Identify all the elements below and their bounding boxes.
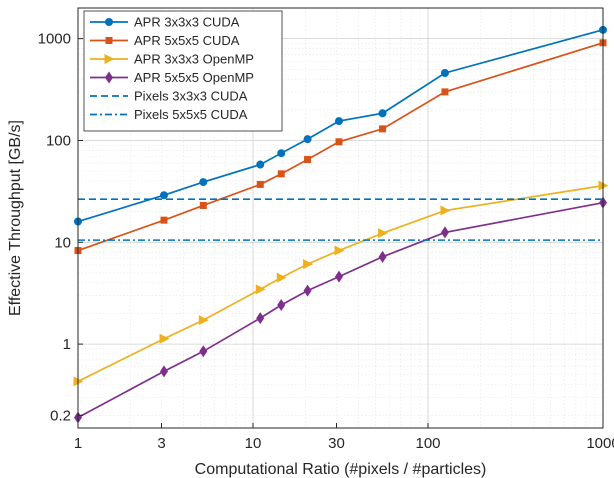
data-point xyxy=(304,156,312,164)
legend-label: APR 5x5x5 OpenMP xyxy=(134,70,254,85)
data-point xyxy=(378,250,387,263)
legend-item: APR 3x3x3 OpenMP xyxy=(90,52,254,67)
x-tick-label: 1000 xyxy=(586,435,614,452)
data-point xyxy=(256,312,265,325)
y-tick-label: 1000 xyxy=(38,31,71,48)
data-point xyxy=(378,228,389,239)
y-tick-label: 0.2 xyxy=(50,407,71,424)
x-tick-label: 10 xyxy=(245,435,262,452)
y-tick-label: 100 xyxy=(46,132,71,149)
data-point xyxy=(303,259,314,270)
data-point xyxy=(440,226,449,239)
series-apr-5x5x5-openmp xyxy=(74,196,607,424)
y-tick-label: 10 xyxy=(54,234,71,251)
data-point xyxy=(440,205,451,216)
data-point xyxy=(160,216,168,224)
data-point xyxy=(256,180,264,188)
data-point xyxy=(277,170,285,178)
data-point xyxy=(277,299,286,312)
x-tick-label: 100 xyxy=(415,435,440,452)
plot-frame xyxy=(77,7,604,429)
data-point xyxy=(303,135,312,144)
data-point xyxy=(159,365,168,378)
legend-item: APR 5x5x5 OpenMP xyxy=(90,70,254,85)
series-line xyxy=(77,184,604,383)
legend-item: Pixels 3x3x3 CUDA xyxy=(90,89,248,104)
x-tick-label: 1 xyxy=(74,435,82,452)
data-point xyxy=(378,109,387,118)
legend-label: Pixels 5x5x5 CUDA xyxy=(134,107,248,122)
data-point xyxy=(199,178,208,187)
data-point xyxy=(198,315,209,326)
data-point xyxy=(255,284,266,295)
legend-label: Pixels 3x3x3 CUDA xyxy=(134,89,248,104)
legend-label: APR 5x5x5 CUDA xyxy=(134,33,240,48)
x-tick-label: 30 xyxy=(328,435,345,452)
series-line xyxy=(77,201,604,419)
series-layer xyxy=(73,25,609,424)
data-point xyxy=(276,272,287,283)
legend-swatch-marker xyxy=(104,54,115,64)
data-point xyxy=(199,201,207,209)
legend-item: Pixels 5x5x5 CUDA xyxy=(90,107,248,122)
data-point xyxy=(440,68,449,77)
data-point xyxy=(335,138,343,146)
series-apr-3x3x3-openmp xyxy=(73,180,609,387)
x-axis-label: Computational Ratio (#pixels / #particle… xyxy=(195,461,487,478)
legend-swatch-marker xyxy=(105,37,113,44)
legend-item: APR 5x5x5 CUDA xyxy=(90,33,240,48)
series-apr-3x3x3-cuda xyxy=(74,25,607,226)
series-line xyxy=(77,29,604,223)
legend-swatch-marker xyxy=(105,71,113,84)
legend-label: APR 3x3x3 OpenMP xyxy=(134,52,254,67)
data-point xyxy=(159,191,168,200)
data-point xyxy=(379,125,387,133)
legend-box xyxy=(83,10,283,132)
data-point xyxy=(334,245,345,256)
y-axis-label: Effective Throughput [GB/s] xyxy=(7,120,24,316)
y-tick-label: 1 xyxy=(63,336,71,353)
data-point xyxy=(441,88,449,96)
data-point xyxy=(159,333,170,344)
series-line xyxy=(77,42,604,252)
data-point xyxy=(256,160,265,169)
x-tick-label: 3 xyxy=(157,435,165,452)
legend-swatch-marker xyxy=(105,18,113,26)
data-point xyxy=(334,270,343,283)
legend-item: APR 3x3x3 CUDA xyxy=(90,15,240,30)
data-point xyxy=(199,345,208,358)
legend-label: APR 3x3x3 CUDA xyxy=(134,15,240,30)
data-point xyxy=(303,284,312,297)
data-point xyxy=(334,117,343,126)
data-point xyxy=(277,149,286,158)
legend: APR 3x3x3 CUDA APR 5x5x5 CUDA APR 3x3x3 Op… xyxy=(83,10,283,132)
